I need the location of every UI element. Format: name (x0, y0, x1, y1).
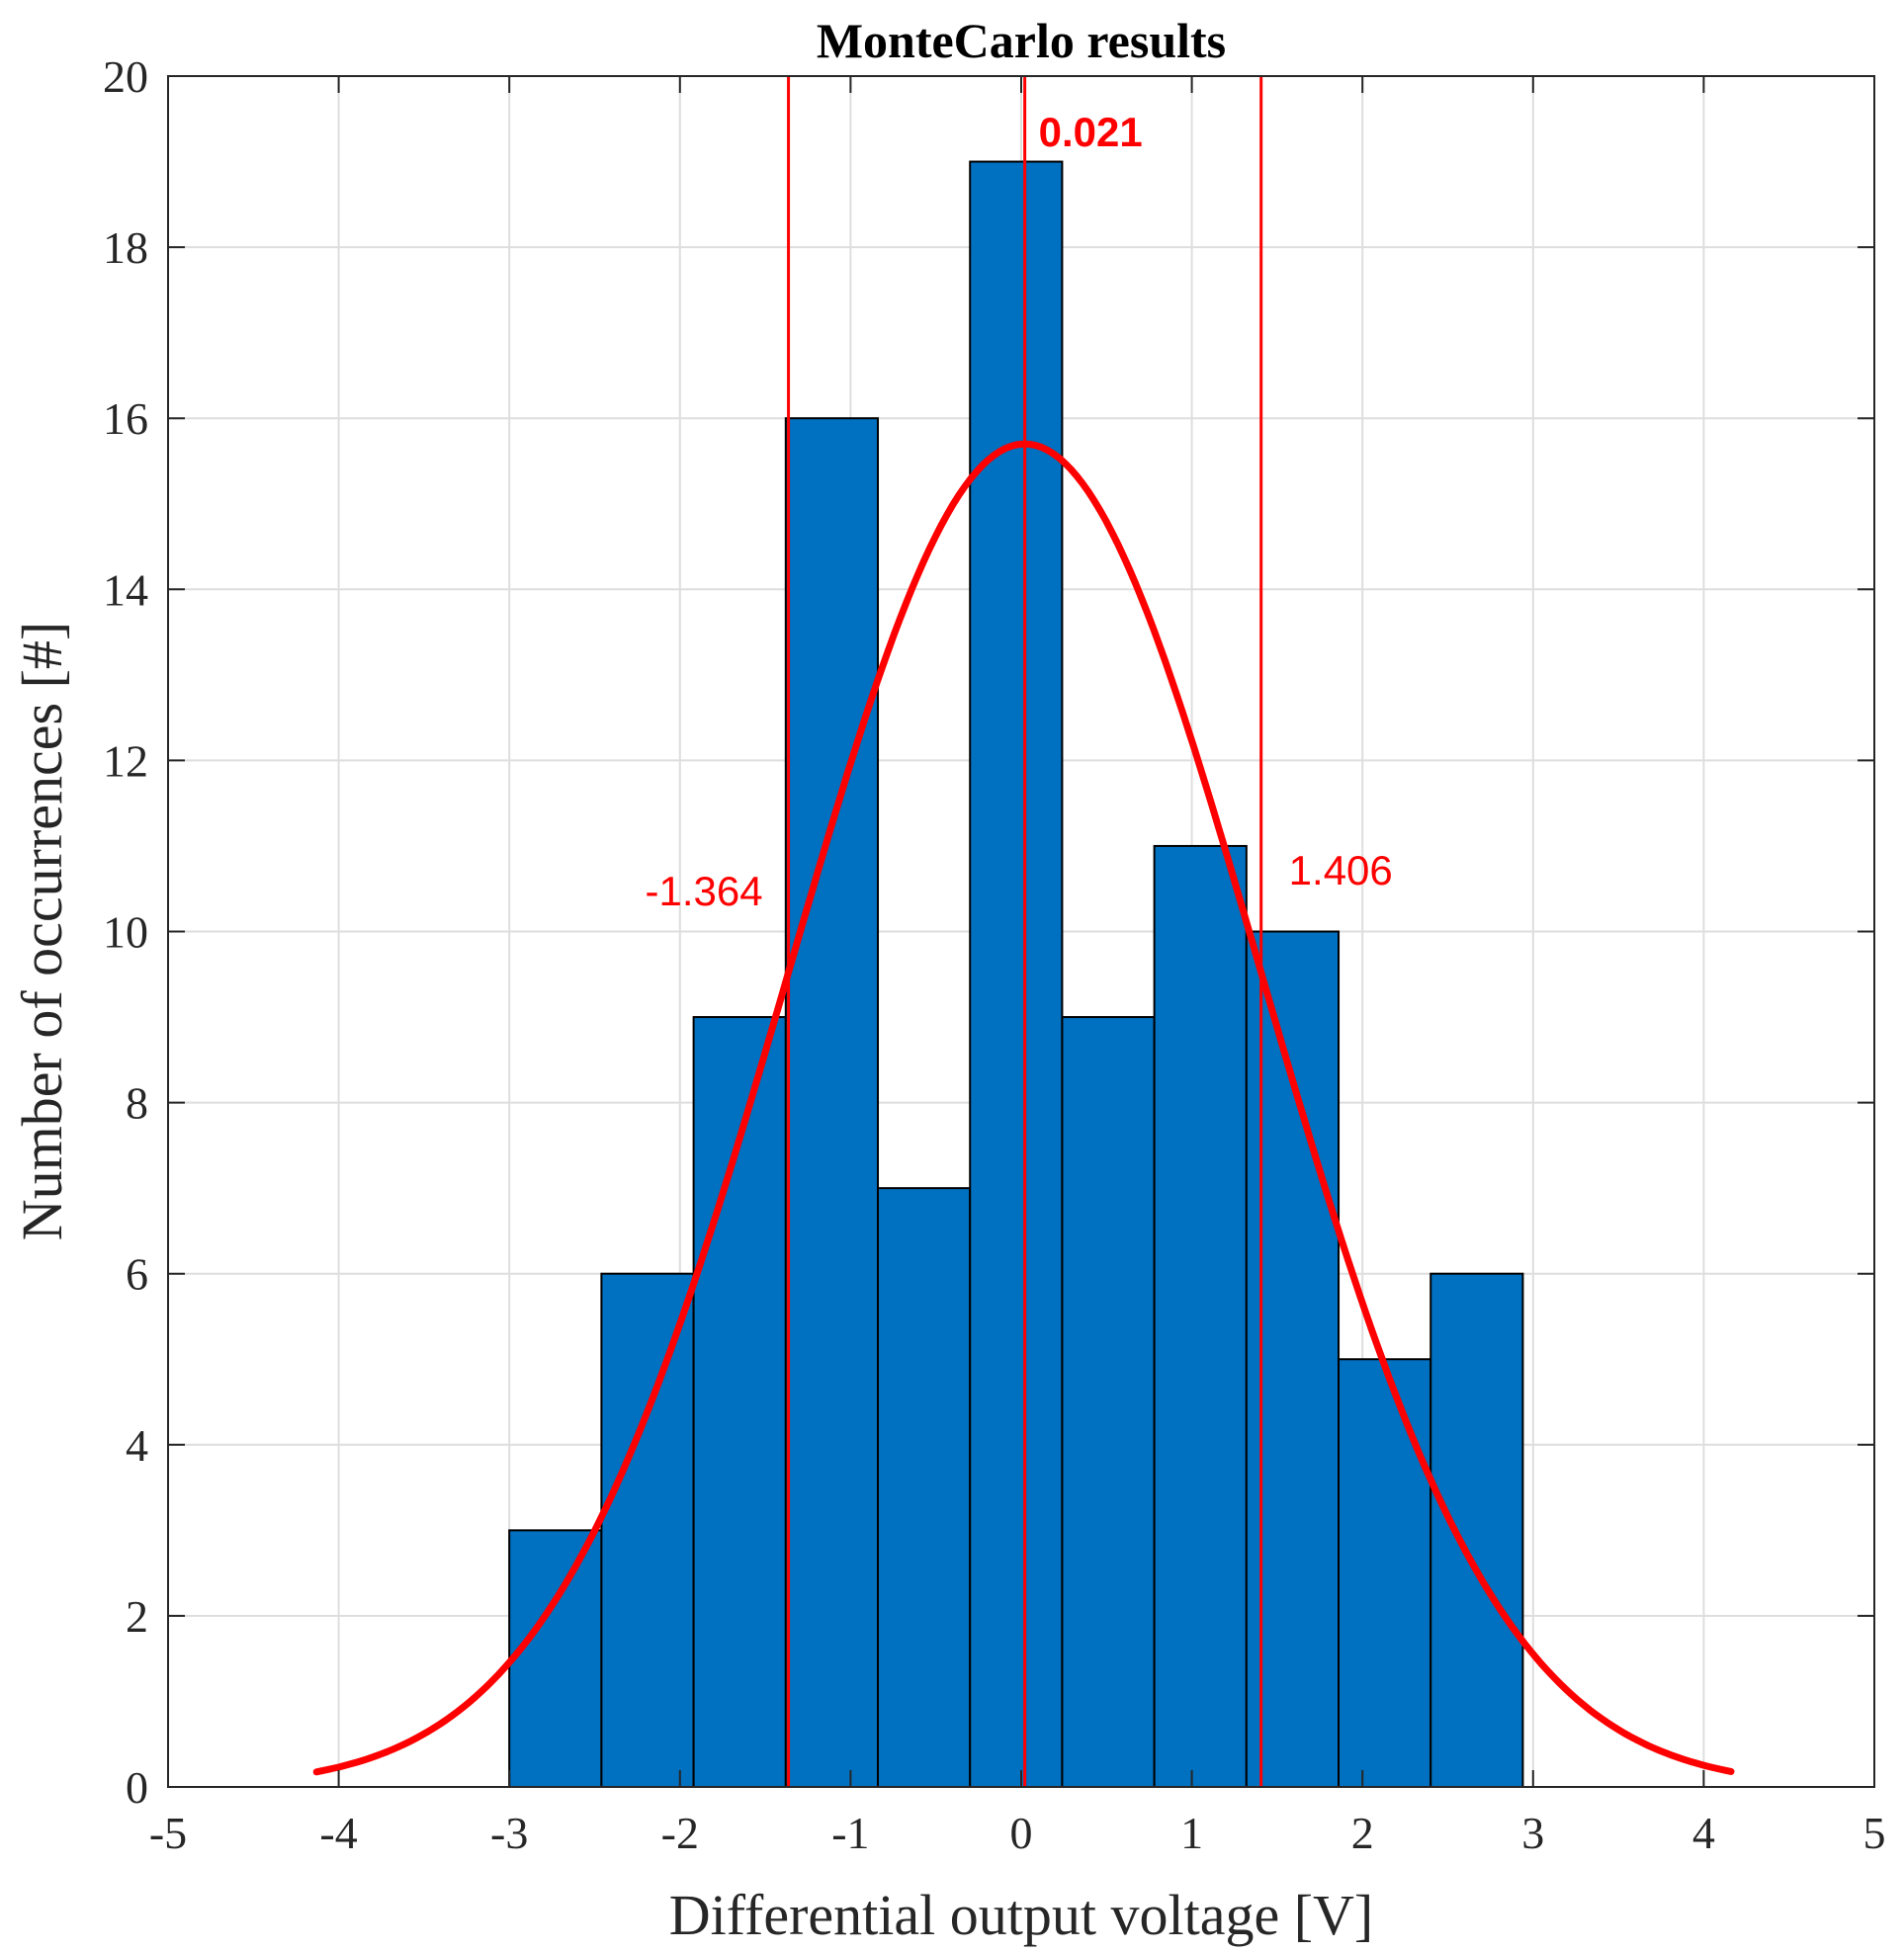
x-tick-label: 5 (1863, 1808, 1886, 1858)
x-tick-label: 1 (1180, 1808, 1203, 1858)
vertical-lines (787, 76, 1263, 1787)
histogram-bar (877, 1187, 972, 1788)
x-tick-label: -2 (661, 1808, 699, 1858)
y-tick-label: 6 (126, 1249, 148, 1300)
y-tick-label: 14 (103, 564, 148, 615)
x-tick-label: 4 (1692, 1808, 1715, 1858)
histogram-bar (1061, 1016, 1156, 1789)
x-tick-label: -1 (831, 1808, 869, 1858)
y-tick-label: 10 (103, 907, 148, 958)
y-tick-label: 2 (126, 1591, 148, 1642)
x-tick-label: -5 (149, 1808, 187, 1858)
normal-fit-curve (312, 440, 1735, 1776)
x-tick-label: -4 (319, 1808, 357, 1858)
histogram-bar (600, 1272, 695, 1788)
histogram-bar (508, 1529, 603, 1788)
chart-title: MonteCarlo results (817, 13, 1226, 68)
y-tick-label: 8 (126, 1078, 148, 1129)
x-tick-label: -3 (490, 1808, 528, 1858)
x-axis-label: Differential output voltage [V] (669, 1883, 1373, 1947)
y-axis-label: Number of occurrences [#] (10, 622, 74, 1240)
annotations: -1.364 0.021 1.406 (645, 109, 1392, 914)
y-tick-label: 20 (103, 51, 148, 102)
y-tick-label: 0 (126, 1762, 148, 1813)
y-tick-label: 4 (126, 1420, 148, 1471)
x-tick-label: 3 (1521, 1808, 1544, 1858)
histogram-bar (1338, 1358, 1432, 1788)
vline-value-label: 1.406 (1289, 847, 1393, 893)
fit-curve-group (312, 440, 1735, 1776)
histogram-bar (784, 417, 880, 1789)
y-tick-label: 16 (103, 393, 148, 444)
histogram-bar (969, 160, 1064, 1788)
y-tick-label: 12 (103, 735, 148, 786)
x-tick-label: 0 (1010, 1808, 1033, 1858)
histogram-bar (1429, 1272, 1524, 1788)
histogram-bar (1153, 844, 1248, 1788)
vline-value-label: -1.364 (645, 868, 762, 914)
y-tick-label: 18 (103, 222, 148, 273)
vline-value-label: 0.021 (1039, 109, 1143, 155)
x-tick-label: 2 (1351, 1808, 1374, 1858)
